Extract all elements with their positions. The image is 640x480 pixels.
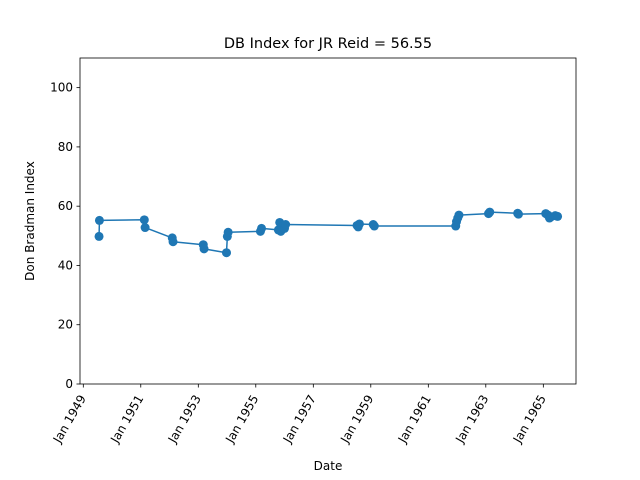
y-tick-label: 0	[65, 377, 73, 391]
data-point	[221, 248, 231, 258]
data-point	[369, 221, 379, 231]
data-point	[94, 215, 104, 225]
data-point	[223, 227, 233, 237]
data-point	[354, 219, 364, 229]
y-tick-label: 60	[58, 199, 73, 213]
data-point	[140, 223, 150, 233]
data-point	[281, 220, 291, 230]
y-tick-label: 20	[58, 318, 73, 332]
data-point	[94, 231, 104, 241]
plot-frame	[79, 57, 577, 385]
y-tick-label: 80	[58, 140, 73, 154]
chart-title: DB Index for JR Reid = 56.55	[224, 36, 432, 52]
data-point	[257, 223, 267, 233]
x-axis-label: Date	[314, 459, 343, 473]
data-point	[513, 209, 523, 219]
data-point	[485, 207, 495, 217]
data-point	[139, 215, 149, 225]
y-axis-label: Don Bradman Index	[23, 161, 37, 281]
data-point	[168, 237, 178, 247]
data-point	[553, 211, 563, 221]
data-point	[454, 210, 464, 220]
data-point	[199, 244, 209, 254]
y-tick-label: 100	[50, 81, 73, 95]
y-tick-label: 40	[58, 258, 73, 272]
